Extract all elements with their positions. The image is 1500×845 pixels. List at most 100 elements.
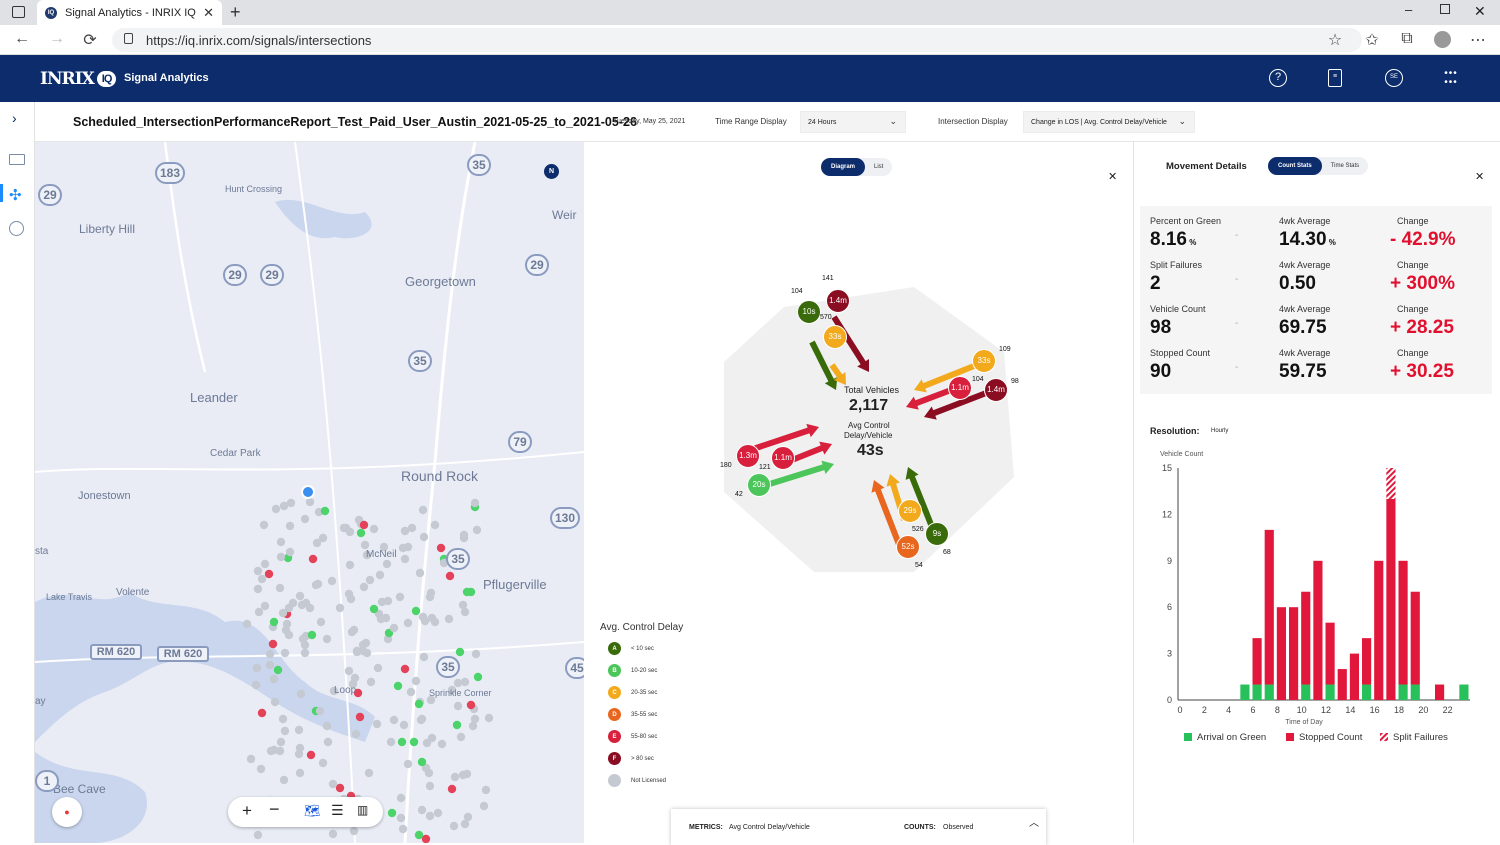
intersection-dot bbox=[382, 559, 392, 569]
stat-avg-value: 14.30 % bbox=[1279, 229, 1336, 250]
legend-item: F > 80 sec bbox=[608, 752, 654, 765]
zoom-in-button[interactable]: + bbox=[242, 801, 252, 820]
metrics-bar[interactable]: METRICS: Avg Control Delay/Vehicle COUNT… bbox=[671, 809, 1046, 845]
bar-stopped-count bbox=[1264, 529, 1274, 685]
close-panel-icon[interactable]: ✕ bbox=[1475, 171, 1485, 183]
intersection-dot bbox=[452, 720, 462, 730]
movement-arrowhead bbox=[871, 480, 885, 493]
map-layers-button[interactable]: ● bbox=[52, 797, 82, 827]
tab-list[interactable]: List bbox=[874, 164, 884, 170]
forward-icon[interactable]: → bbox=[49, 30, 65, 47]
tab-count-stats[interactable]: Count Stats bbox=[1268, 157, 1322, 175]
delay-badge[interactable]: 52s bbox=[896, 535, 920, 559]
intersection-dot bbox=[359, 582, 369, 592]
report-bar: Scheduled_IntersectionPerformanceReport_… bbox=[35, 102, 1500, 142]
movement-count: 42 bbox=[735, 491, 743, 498]
intersection-dot bbox=[271, 504, 281, 514]
back-icon[interactable]: ← bbox=[14, 30, 30, 47]
favorites-list-icon[interactable]: ✩ bbox=[1365, 32, 1379, 49]
route-shield: RM 620 bbox=[157, 646, 209, 662]
delay-badge[interactable]: 10s bbox=[797, 300, 821, 324]
intersection-dot bbox=[481, 785, 491, 795]
intersection-dot bbox=[395, 592, 405, 602]
stat-separator: - bbox=[1235, 362, 1239, 373]
bar-arrival-on-green bbox=[1301, 684, 1311, 700]
delay-badge[interactable]: 1.4m bbox=[984, 378, 1008, 402]
delay-badge[interactable]: 1.3m bbox=[736, 444, 760, 468]
tab-time-stats[interactable]: Time Stats bbox=[1330, 163, 1360, 169]
intersection-icon[interactable]: ✣ bbox=[9, 187, 22, 204]
intersection-dot bbox=[335, 603, 345, 613]
minimize-button[interactable]: – bbox=[1405, 2, 1413, 17]
total-vehicles-value: 2,117 bbox=[849, 397, 889, 414]
chevron-up-icon[interactable]: ︿ bbox=[1029, 818, 1039, 829]
stat-avg-value: 0.50 bbox=[1279, 273, 1316, 294]
stat-value: 8.16 % bbox=[1150, 229, 1197, 250]
crosshair-icon[interactable] bbox=[9, 221, 24, 236]
intersection-dot bbox=[362, 648, 372, 658]
maximize-button[interactable] bbox=[1440, 4, 1450, 14]
map-place-label: Jonestown bbox=[78, 490, 131, 502]
map-view-icon[interactable]: 🗺 bbox=[304, 803, 321, 818]
profile-avatar[interactable] bbox=[1434, 31, 1451, 48]
delay-badge[interactable]: 1.4m bbox=[826, 289, 850, 313]
tab-diagram[interactable]: Diagram bbox=[821, 158, 866, 176]
route-shield: 35 bbox=[408, 350, 432, 372]
zoom-out-button[interactable]: − bbox=[269, 799, 280, 819]
intersection-dot bbox=[419, 532, 429, 542]
browser-tab[interactable]: IQ Signal Analytics - INRIX IQ ✕ bbox=[37, 0, 222, 25]
intersection-display-select[interactable]: Change in LOS | Avg. Control Delay/Vehic… bbox=[1023, 111, 1195, 133]
intersection-dot bbox=[407, 523, 417, 533]
delay-badge[interactable]: 1.1m bbox=[948, 376, 972, 400]
delay-badge[interactable]: 29s bbox=[898, 499, 922, 523]
movement-arrowhead bbox=[914, 379, 927, 393]
window-menu-icon[interactable] bbox=[12, 6, 25, 18]
refresh-icon[interactable]: ⟳ bbox=[83, 32, 97, 49]
document-icon[interactable]: ≡ bbox=[1328, 69, 1342, 87]
delay-badge[interactable]: 20s bbox=[747, 473, 771, 497]
stat-change-value: + 28.25 bbox=[1390, 317, 1454, 338]
intersection-dot bbox=[265, 660, 275, 670]
list-view-icon[interactable]: ☰ bbox=[331, 802, 344, 818]
intersection-dot bbox=[462, 769, 472, 779]
intersection-dot bbox=[484, 713, 494, 723]
time-range-select[interactable]: 24 Hours ⌄ bbox=[800, 111, 906, 133]
avg-delay-value: 43s bbox=[857, 442, 884, 459]
map-panel[interactable]: Liberty Hill Hunt Crossing Georgetown Weir L… bbox=[35, 142, 584, 843]
new-tab-button[interactable]: + bbox=[230, 2, 241, 22]
stat-change-value: + 30.25 bbox=[1390, 361, 1454, 382]
delay-badge[interactable]: 9s bbox=[925, 522, 949, 546]
intersection-dot bbox=[372, 719, 382, 729]
delay-badge[interactable]: 33s bbox=[823, 325, 847, 349]
table-view-icon[interactable] bbox=[9, 154, 25, 165]
help-icon[interactable]: ? bbox=[1269, 69, 1287, 87]
split-view-icon[interactable]: ▥ bbox=[357, 803, 369, 817]
expand-rail-icon[interactable]: › bbox=[12, 110, 17, 126]
intersection-dot bbox=[279, 501, 289, 511]
close-tab-icon[interactable]: ✕ bbox=[203, 5, 214, 20]
legend-label: 10-20 sec bbox=[631, 667, 658, 674]
intersection-dot bbox=[411, 676, 421, 686]
avg-delay-label-2: Delay/Vehicle bbox=[844, 431, 893, 440]
map-place-label: Liberty Hill bbox=[79, 222, 136, 236]
movement-arrowhead bbox=[924, 406, 937, 420]
north-arrow-icon[interactable]: N bbox=[544, 164, 559, 179]
intersection-dot bbox=[253, 566, 263, 576]
legend-swatch bbox=[1184, 733, 1192, 741]
delay-badge[interactable]: 1.1m bbox=[771, 446, 795, 470]
close-window-button[interactable]: ✕ bbox=[1474, 3, 1486, 19]
apps-grid-icon[interactable]: ••• ••• bbox=[1444, 68, 1458, 88]
favorite-star-icon[interactable]: ☆ bbox=[1327, 32, 1343, 49]
movement-arrowhead bbox=[821, 460, 834, 474]
inrix-logo[interactable]: INRIX IQ bbox=[40, 69, 117, 89]
close-diagram-icon[interactable]: ✕ bbox=[1108, 171, 1118, 183]
browser-tab-bar: IQ Signal Analytics - INRIX IQ ✕ + – ✕ bbox=[0, 0, 1500, 25]
more-menu-icon[interactable]: ⋯ bbox=[1470, 32, 1486, 49]
lake-water bbox=[35, 592, 375, 742]
collections-icon[interactable]: ⧉ bbox=[1401, 30, 1413, 47]
user-avatar[interactable]: SE bbox=[1385, 69, 1403, 87]
delay-badge[interactable]: 33s bbox=[972, 349, 996, 373]
intersection-dot bbox=[254, 607, 264, 617]
map-canvas[interactable] bbox=[35, 142, 584, 843]
url-field[interactable]: https://iq.inrix.com/signals/intersectio… bbox=[112, 28, 1362, 52]
